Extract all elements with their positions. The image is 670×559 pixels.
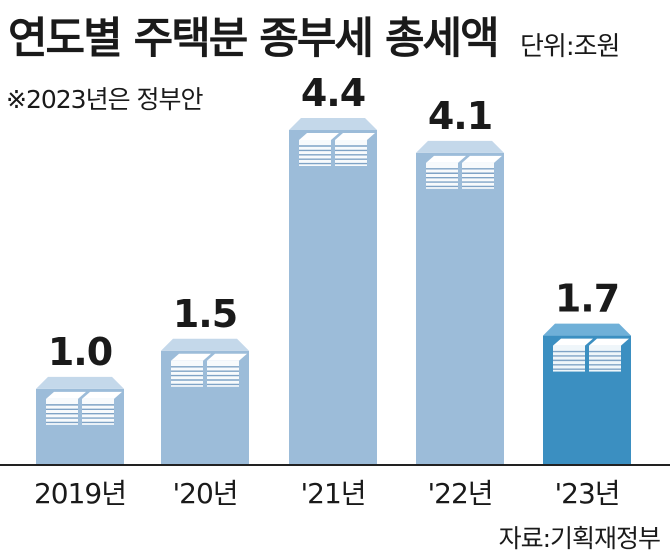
money-stack-icon [171, 353, 247, 387]
bar-top [36, 376, 124, 389]
bar [416, 152, 504, 465]
bar-top [161, 338, 249, 351]
bar-group-3 [416, 140, 504, 465]
x-tick-label: '22년 [427, 477, 492, 510]
value-label: 4.1 [428, 94, 492, 138]
footnote: ※2023년은 정부안 [6, 85, 204, 114]
value-label: 4.4 [301, 71, 365, 115]
value-label: 1.7 [555, 277, 619, 321]
bar-group-4 [543, 323, 631, 465]
money-stack-icon [46, 391, 122, 425]
labels-layer: 1.0 2019년 1.5 '20년 4.4 '21년 4.1 '22년 1.7 '23년 [34, 71, 621, 510]
bar-top [289, 118, 377, 130]
source-label: 자료:기획재정부 [498, 524, 661, 553]
x-tick-label: '23년 [554, 477, 619, 510]
bar [289, 130, 377, 465]
bars-layer [36, 118, 631, 465]
chart-title: 연도별 주택분 종부세 총세액 [8, 14, 500, 64]
x-tick-label: '20년 [172, 477, 237, 510]
value-label: 1.5 [173, 292, 237, 336]
bar-top [416, 140, 504, 153]
x-tick-label: '21년 [300, 477, 365, 510]
bar-group-2 [289, 118, 377, 465]
money-stack-icon [299, 133, 375, 166]
bar-top [543, 323, 631, 336]
bar-group-0 [36, 376, 124, 465]
value-label: 1.0 [48, 330, 112, 374]
money-stack-icon [426, 155, 502, 189]
bar-group-1 [161, 338, 249, 465]
unit-label: 단위:조원 [520, 32, 620, 62]
x-tick-label: 2019년 [34, 477, 126, 510]
money-stack-icon [553, 338, 629, 372]
